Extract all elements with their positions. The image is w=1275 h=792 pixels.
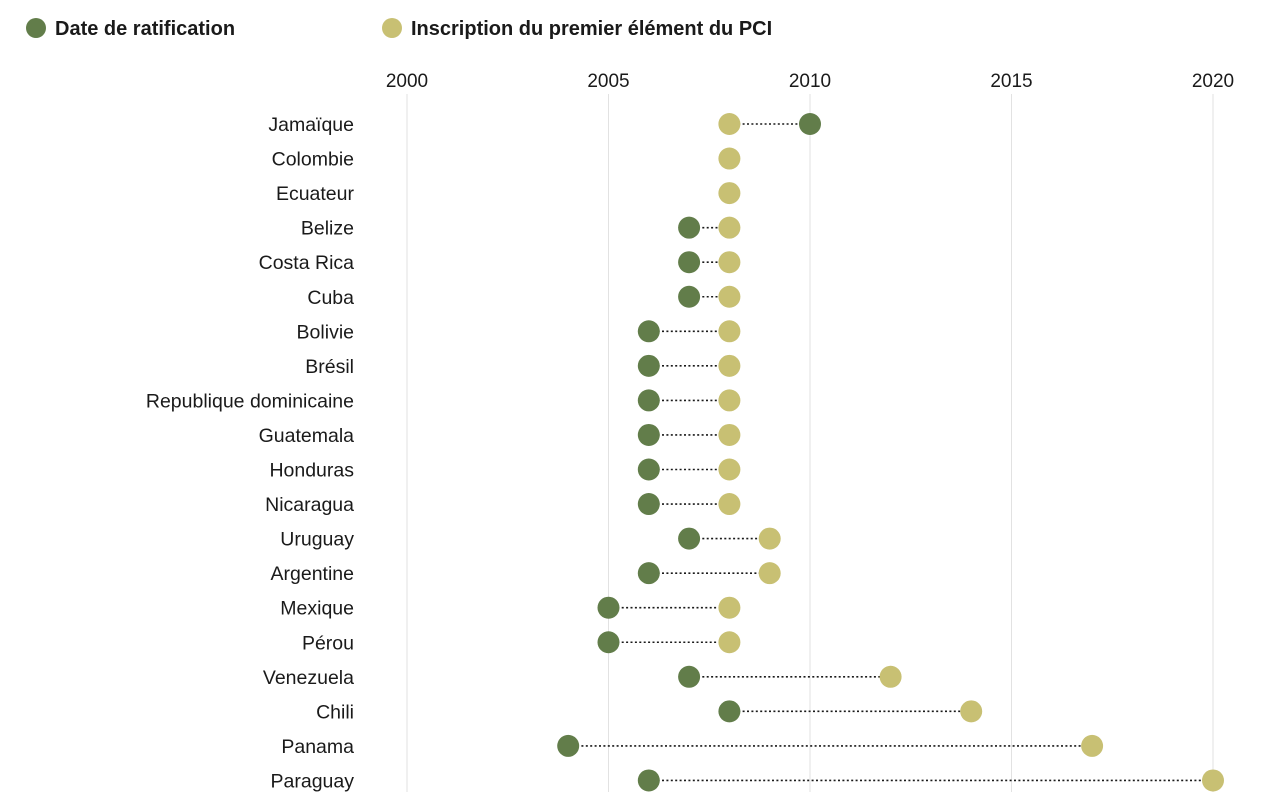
data-row: Ecuateur: [276, 182, 741, 205]
country-label: Chili: [316, 701, 354, 723]
x-tick-label: 2000: [386, 71, 428, 92]
country-label: Venezuela: [263, 667, 354, 689]
country-label: Jamaïque: [268, 114, 354, 136]
inscription-dot: [718, 113, 741, 135]
data-row: Colombie: [272, 147, 741, 171]
inscription-dot: [718, 182, 741, 205]
legend-label-ratification: Date de ratification: [55, 18, 235, 40]
x-tick-label: 2020: [1192, 71, 1234, 92]
country-label: Brésil: [305, 356, 354, 378]
inscription-dot: [718, 631, 741, 654]
data-row: Honduras: [269, 458, 741, 482]
data-row: Brésil: [305, 354, 741, 378]
ratification-dot: [718, 700, 741, 723]
inscription-dot: [1202, 769, 1224, 792]
country-label: Argentine: [271, 563, 354, 585]
inscription-dot: [879, 665, 902, 688]
legend-swatch-inscription: [382, 18, 402, 38]
x-tick-label: 2015: [990, 71, 1032, 92]
ratification-dot: [799, 113, 821, 135]
data-row: Nicaragua: [265, 493, 741, 516]
inscription-dot: [718, 251, 741, 274]
data-rows: Jamaïque Colombie Ecuateur Belize Costa Rica…: [146, 113, 1224, 792]
ratification-dot: [637, 769, 660, 792]
country-label: Panama: [281, 736, 354, 758]
data-row: Guatemala: [259, 423, 741, 447]
inscription-dot: [718, 320, 741, 343]
data-row: Belize: [301, 216, 741, 240]
data-row: Panama: [281, 734, 1104, 758]
ratification-dot: [678, 665, 701, 688]
data-row: Paraguay: [271, 769, 1224, 792]
data-row: Uruguay: [280, 527, 781, 551]
country-label: Colombie: [272, 149, 354, 171]
inscription-dot: [718, 596, 741, 619]
country-label: Costa Rica: [259, 252, 355, 274]
ratification-dot: [597, 596, 620, 619]
data-row: Argentine: [271, 562, 781, 585]
data-row: Jamaïque: [268, 113, 821, 136]
legend-swatch-ratification: [26, 18, 46, 38]
country-label: Republique dominicaine: [146, 390, 354, 412]
inscription-dot: [718, 216, 741, 239]
ratification-dot: [637, 320, 660, 343]
ratification-dot: [637, 354, 660, 377]
ratification-dot: [637, 389, 660, 412]
x-tick-label: 2010: [789, 71, 831, 92]
x-axis-ticks: 2000 2005 2010 2015 2020: [386, 71, 1234, 92]
data-row: Mexique: [280, 596, 741, 620]
x-tick-label: 2005: [587, 71, 629, 92]
inscription-dot: [718, 423, 741, 446]
ratification-dot: [637, 493, 660, 516]
country-label: Honduras: [269, 460, 354, 482]
gridlines: [406, 94, 1214, 792]
inscription-dot: [718, 147, 741, 170]
ratification-dot: [678, 527, 701, 550]
ratification-dot: [637, 423, 660, 446]
inscription-dot: [718, 285, 741, 308]
ratification-dot: [678, 216, 701, 239]
ratification-dot: [637, 562, 660, 585]
country-label: Mexique: [280, 598, 354, 620]
country-label: Ecuateur: [276, 183, 355, 205]
country-label: Pérou: [302, 632, 354, 654]
ratification-dot: [678, 251, 701, 274]
inscription-dot: [718, 458, 741, 481]
ratification-dot: [597, 631, 620, 654]
inscription-dot: [718, 354, 741, 377]
data-row: Costa Rica: [259, 251, 741, 274]
data-row: Chili: [316, 700, 983, 723]
data-row: Bolivie: [297, 320, 741, 343]
ratification-dot: [678, 285, 701, 308]
country-label: Nicaragua: [265, 494, 354, 516]
data-row: Republique dominicaine: [146, 389, 741, 412]
country-label: Belize: [301, 218, 354, 240]
country-label: Cuba: [307, 287, 354, 309]
inscription-dot: [758, 527, 781, 550]
legend-label-inscription: Inscription du premier élément du PCI: [411, 18, 772, 40]
inscription-dot: [1081, 734, 1104, 757]
ratification-dot: [637, 458, 660, 481]
data-row: Cuba: [307, 285, 741, 309]
legend: Date de ratification Inscription du prem…: [26, 18, 772, 40]
inscription-dot: [718, 389, 741, 412]
country-label: Uruguay: [280, 529, 354, 551]
ratification-dot: [557, 734, 580, 757]
country-label: Paraguay: [271, 770, 355, 792]
data-row: Venezuela: [263, 665, 902, 689]
inscription-dot: [718, 493, 741, 516]
inscription-dot: [960, 700, 983, 723]
country-label: Bolivie: [297, 321, 354, 343]
data-row: Pérou: [302, 631, 741, 654]
country-label: Guatemala: [259, 425, 355, 447]
inscription-dot: [758, 562, 781, 585]
